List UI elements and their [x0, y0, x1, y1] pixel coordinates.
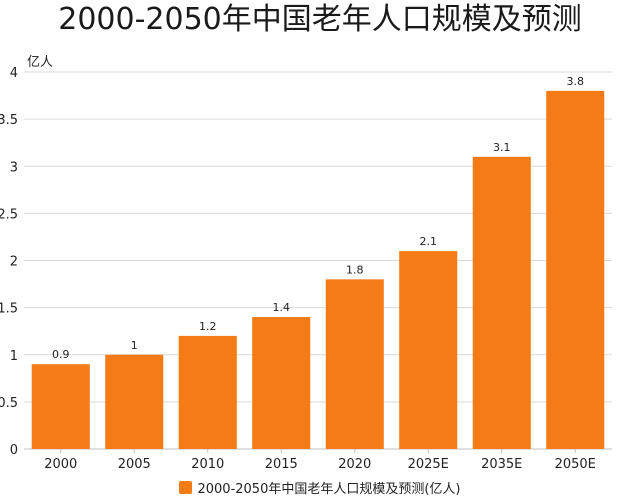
- data-label: 3.1: [493, 141, 511, 154]
- data-label: 0.9: [52, 348, 70, 361]
- data-label: 1.4: [273, 301, 291, 314]
- bar: [399, 251, 458, 449]
- x-tick-label: 2025E: [408, 457, 449, 472]
- y-tick-label: 0.5: [0, 396, 18, 411]
- y-tick-label: 1.5: [0, 302, 18, 317]
- bar: [31, 364, 90, 449]
- x-tick-label: 2020: [338, 457, 371, 472]
- y-tick-label: 2: [10, 255, 18, 270]
- data-label: 1.2: [199, 320, 217, 333]
- legend-label: 2000-2050年中国老年人口规模及预测(亿人): [197, 482, 461, 497]
- data-label: 2.1: [420, 235, 438, 248]
- y-tick-label: 3: [10, 160, 18, 175]
- legend: 2000-2050年中国老年人口规模及预测(亿人): [0, 478, 640, 497]
- chart-title: 2000-2050年中国老年人口规模及预测: [58, 2, 582, 37]
- x-tick-label: 2000: [44, 457, 77, 472]
- y-tick-label: 0: [10, 443, 18, 458]
- y-tick-label: 4: [10, 66, 18, 81]
- y-tick-label: 3.5: [0, 113, 18, 128]
- x-tick-label: 2015: [265, 457, 298, 472]
- bar: [252, 317, 311, 449]
- bar: [105, 354, 164, 449]
- bar: [546, 90, 605, 449]
- x-tick-label: 2050E: [555, 457, 596, 472]
- bar: [472, 156, 531, 449]
- x-tick-label: 2035E: [481, 457, 522, 472]
- bar: [325, 279, 384, 449]
- x-tick-label: 2010: [191, 457, 224, 472]
- x-tick-label: 2005: [118, 457, 151, 472]
- y-axis-label: 亿人: [27, 55, 53, 70]
- legend-swatch: [179, 481, 193, 494]
- y-tick-label: 1: [10, 349, 18, 364]
- data-label: 1.8: [346, 263, 364, 276]
- bar: [178, 335, 237, 449]
- bar-chart: 0 0.5 1 1.5 2 2.5 3 3.5 4 亿人 0.9 2000 1 2005 1.2 2010 1.…: [0, 55, 612, 472]
- data-label: 3.8: [567, 75, 585, 88]
- y-tick-label: 2.5: [0, 207, 18, 222]
- data-label: 1: [131, 339, 138, 352]
